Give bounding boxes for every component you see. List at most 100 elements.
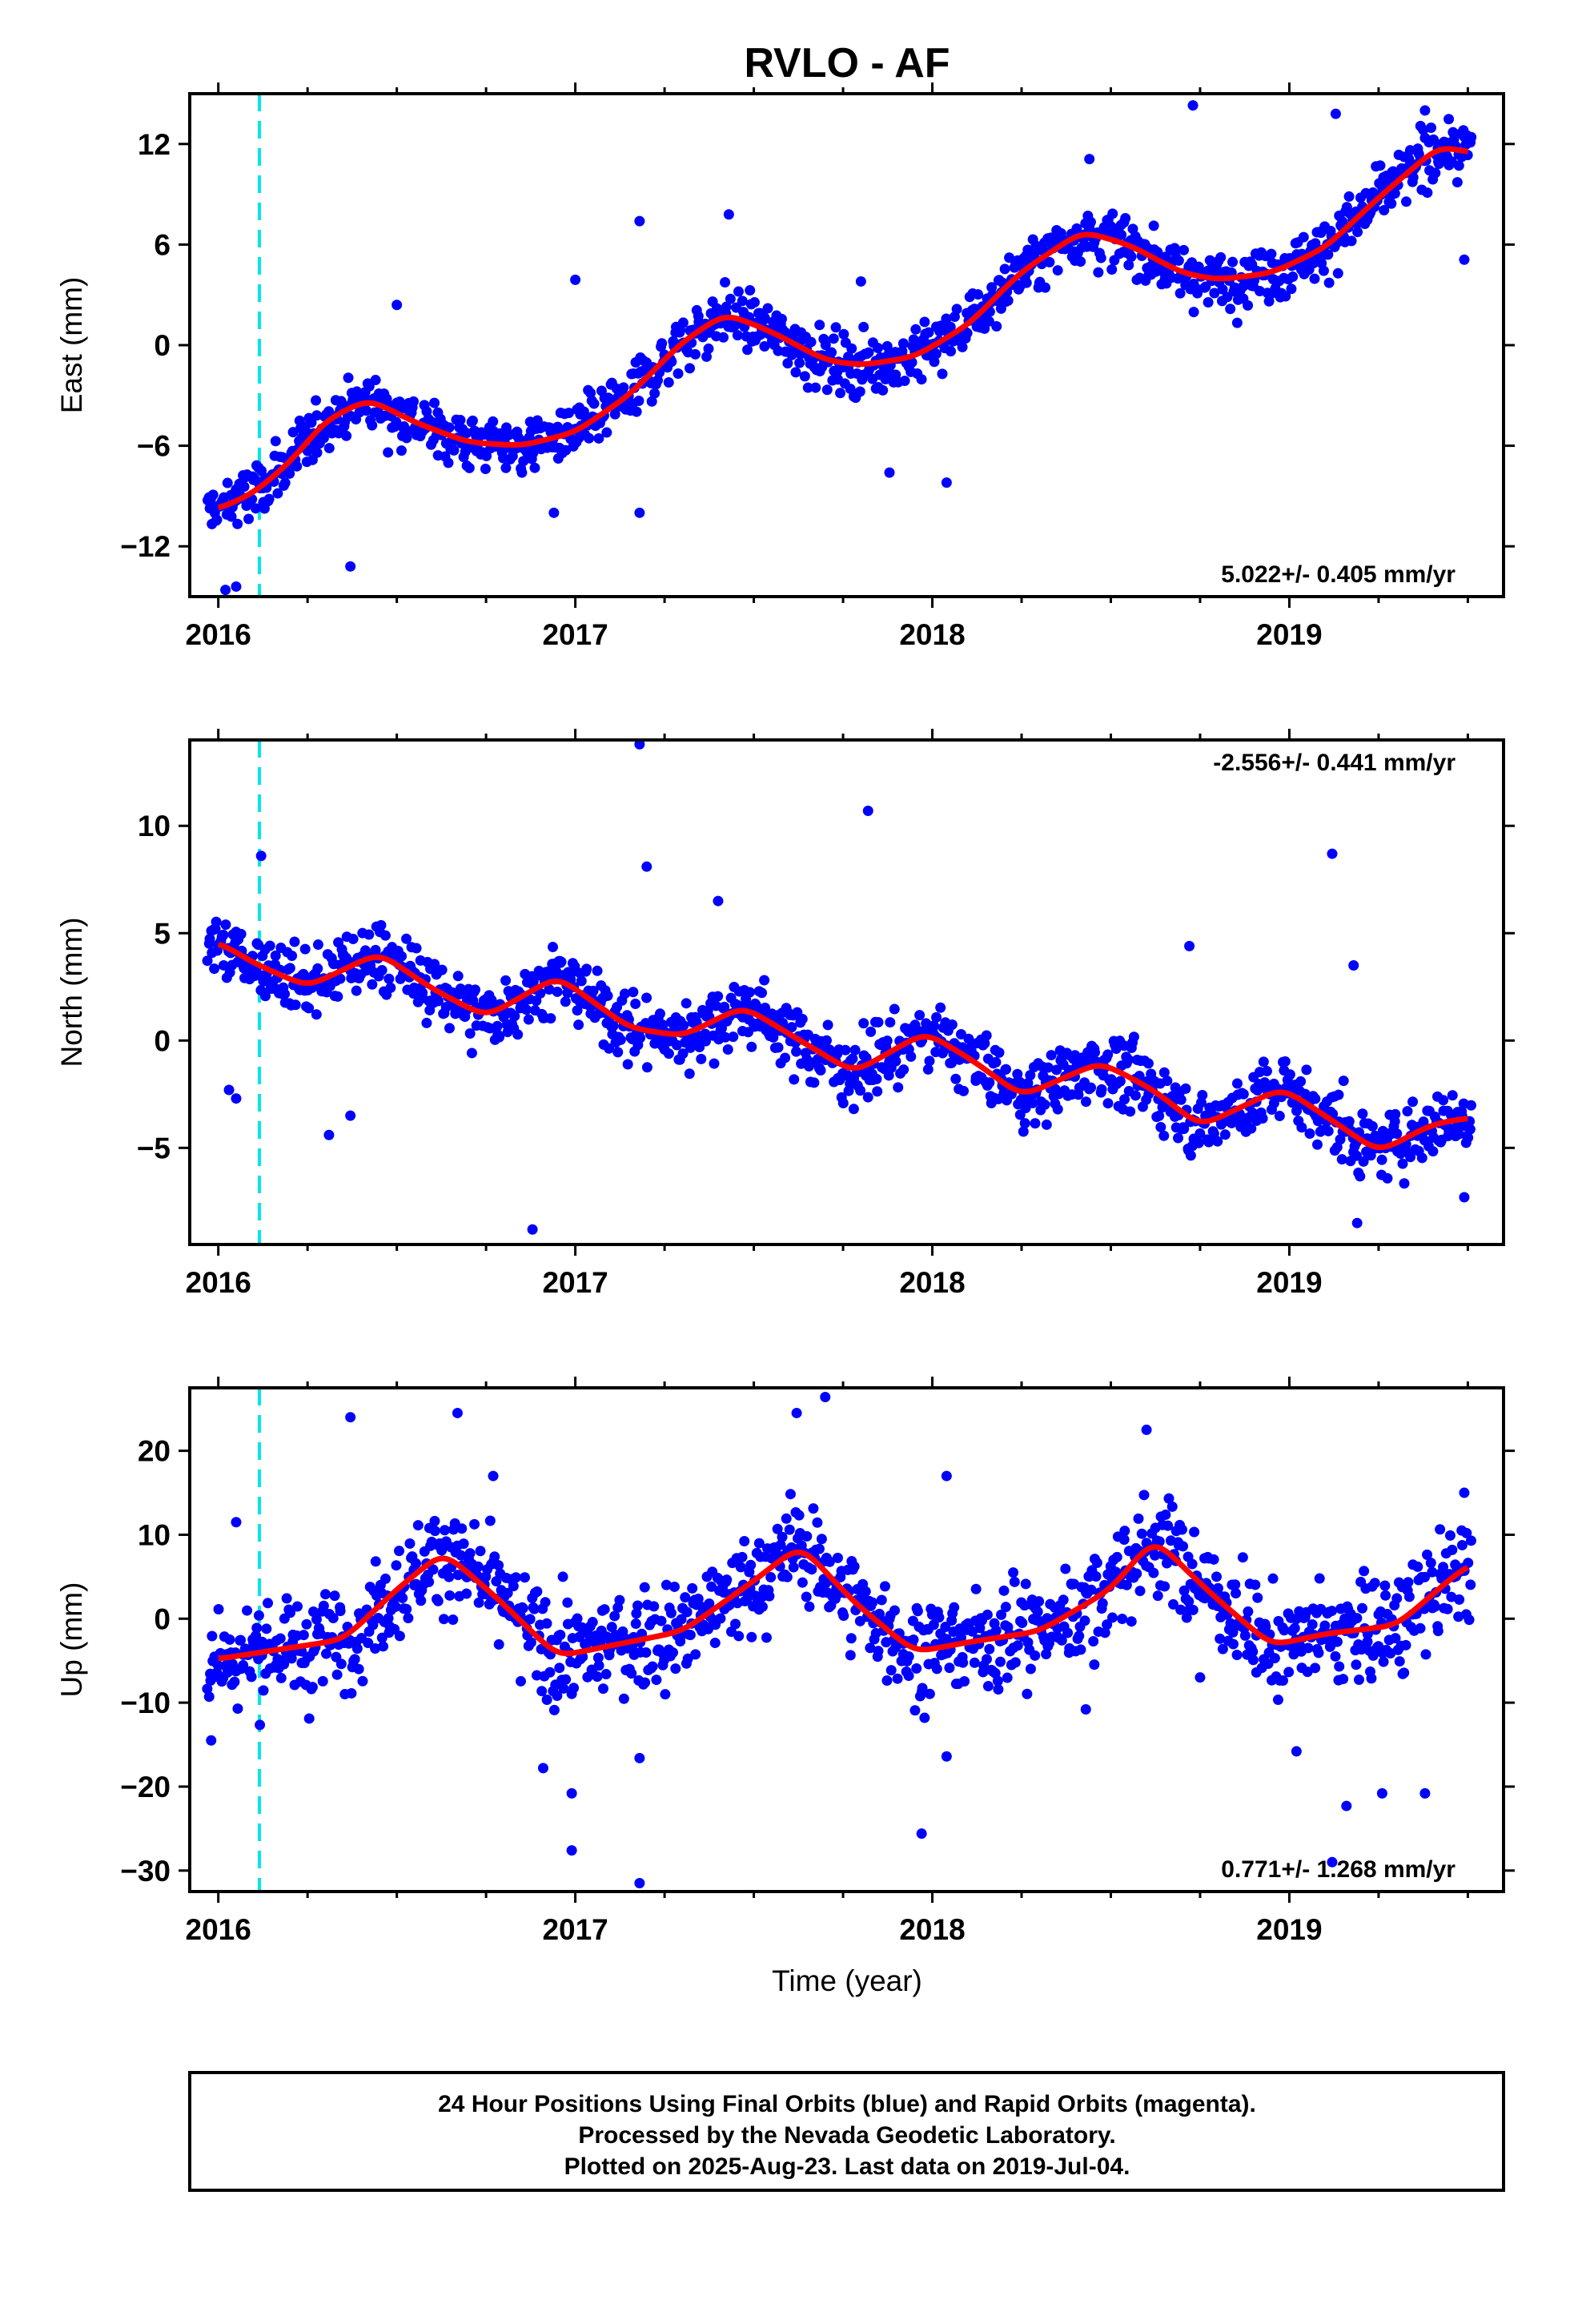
data-point-outlier [634,740,645,750]
data-point [786,1022,797,1033]
data-point [239,481,250,493]
x-tick-label: 2016 [186,1913,251,1946]
data-point [391,416,402,428]
y-tick-label: −5 [137,1132,171,1164]
data-point [376,964,387,975]
data-point [1359,1566,1370,1577]
data-point [1021,277,1032,288]
data-point [835,388,846,399]
data-point [1279,1055,1291,1067]
data-point [448,1614,459,1625]
data-point [555,1630,566,1641]
data-point [1237,1552,1248,1563]
data-point-outlier [1141,1424,1152,1435]
data-point [1356,1644,1367,1655]
data-point-outlier [634,215,645,227]
data-point [464,1548,476,1559]
data-point [1178,244,1190,255]
data-point [272,488,283,499]
data-point [897,346,908,357]
data-point-outlier [231,1517,242,1528]
y-tick-label: −30 [120,1855,171,1888]
data-point [1195,1128,1206,1139]
data-point [562,1597,573,1608]
data-point [1327,1606,1338,1617]
data-point [1400,1639,1411,1651]
data-point [455,415,466,426]
data-point [1351,1659,1362,1671]
data-point [646,396,657,407]
data-point [401,933,412,944]
data-point [1119,1094,1130,1105]
data-point [669,1581,680,1592]
data-point [946,1057,958,1068]
data-point [391,1560,402,1571]
data-point [255,1719,266,1731]
data-point [363,1638,374,1649]
data-point [312,939,323,951]
data-point [1456,1539,1468,1550]
data-point [773,1042,784,1053]
data-point [1246,1123,1257,1134]
data-point [899,376,910,387]
data-point [396,445,407,456]
data-point [1422,1549,1433,1560]
data-point [908,1634,919,1645]
data-point [1116,229,1127,240]
data-point [397,1592,408,1603]
data-point [962,328,973,339]
data-point [983,316,994,327]
data-point [1274,1111,1285,1122]
data-point-outlier [1376,1787,1387,1799]
data-point [808,1503,819,1514]
data-point [889,1003,900,1015]
data-point [597,1683,608,1695]
data-point [1192,287,1203,299]
data-point [992,1675,1003,1687]
data-point [1286,283,1297,295]
data-point [1150,266,1162,277]
data-point [1148,1567,1159,1578]
data-point [684,1068,695,1080]
data-point [554,1663,565,1674]
plot-frame [188,92,1505,598]
data-point [540,1597,551,1608]
data-point [433,995,444,1007]
data-point [681,1606,693,1618]
data-point-outlier [323,1129,335,1140]
data-point [941,313,952,324]
data-point [761,1632,772,1643]
data-point [1261,1066,1272,1077]
data-point-outlier [1419,105,1431,116]
data-point [946,1019,958,1030]
data-point [279,1659,290,1670]
data-point-outlier [231,581,242,592]
data-point [512,1029,524,1040]
data-point [860,1586,871,1597]
data-point [448,444,460,456]
data-point [473,1597,484,1608]
data-point [464,1027,476,1039]
data-point [606,1622,617,1633]
data-point [1356,1602,1367,1614]
plot-frame [188,1386,1505,1893]
data-point [1378,1656,1389,1667]
data-point [1298,231,1309,243]
data-point [1310,238,1321,249]
data-point [1463,1132,1474,1144]
data-point [1155,1121,1166,1132]
data-point [1027,1097,1038,1108]
data-point [1019,1118,1030,1129]
data-point [1017,1618,1028,1629]
data-point [1266,248,1277,259]
data-point [648,1601,660,1612]
data-point [361,405,372,416]
footer-line-3: Plotted on 2025-Aug-23. Last data on 201… [564,2153,1130,2180]
data-point [1090,1047,1101,1058]
data-point [849,1044,861,1055]
data-point [681,998,692,1009]
data-points [202,740,1476,1235]
data-point [994,1656,1006,1667]
data-point [229,1676,240,1687]
data-point [1163,1493,1174,1504]
